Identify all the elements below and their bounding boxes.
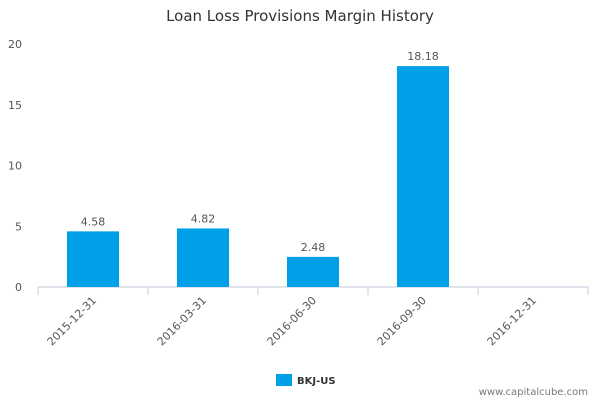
y-axis-ticks: 0 5 10 15 20 bbox=[8, 38, 22, 294]
y-tick-label: 10 bbox=[8, 160, 22, 173]
data-label: 18.18 bbox=[407, 50, 439, 63]
bar[interactable] bbox=[287, 256, 339, 287]
data-label: 2.48 bbox=[301, 241, 326, 254]
data-label: 4.58 bbox=[81, 215, 106, 228]
x-axis-ticks: 2015-12-31 2016-03-31 2016-06-30 2016-09-30… bbox=[37, 287, 589, 348]
x-tick-label: 2016-03-31 bbox=[155, 294, 209, 348]
legend[interactable]: BKJ-US bbox=[276, 374, 336, 387]
data-label: 4.82 bbox=[191, 212, 216, 225]
y-tick-label: 0 bbox=[15, 281, 22, 294]
chart-title: Loan Loss Provisions Margin History bbox=[166, 7, 434, 25]
x-tick-label: 2016-06-30 bbox=[265, 294, 319, 348]
bar[interactable] bbox=[397, 66, 449, 287]
y-tick-label: 15 bbox=[8, 99, 22, 112]
watermark-text: www.capitalcube.com bbox=[479, 387, 588, 398]
y-tick-label: 20 bbox=[8, 38, 22, 51]
x-tick-label: 2016-12-31 bbox=[485, 294, 539, 348]
y-tick-label: 5 bbox=[15, 220, 22, 233]
x-tick-label: 2016-09-30 bbox=[375, 294, 429, 348]
bar[interactable] bbox=[67, 231, 119, 287]
data-labels: 4.58 4.82 2.48 18.18 bbox=[81, 50, 439, 254]
bar-series bbox=[67, 66, 449, 287]
legend-label-bkj-us: BKJ-US bbox=[297, 376, 336, 387]
legend-swatch-bkj-us bbox=[276, 374, 292, 386]
x-tick-label: 2015-12-31 bbox=[45, 294, 99, 348]
bar[interactable] bbox=[177, 228, 229, 287]
